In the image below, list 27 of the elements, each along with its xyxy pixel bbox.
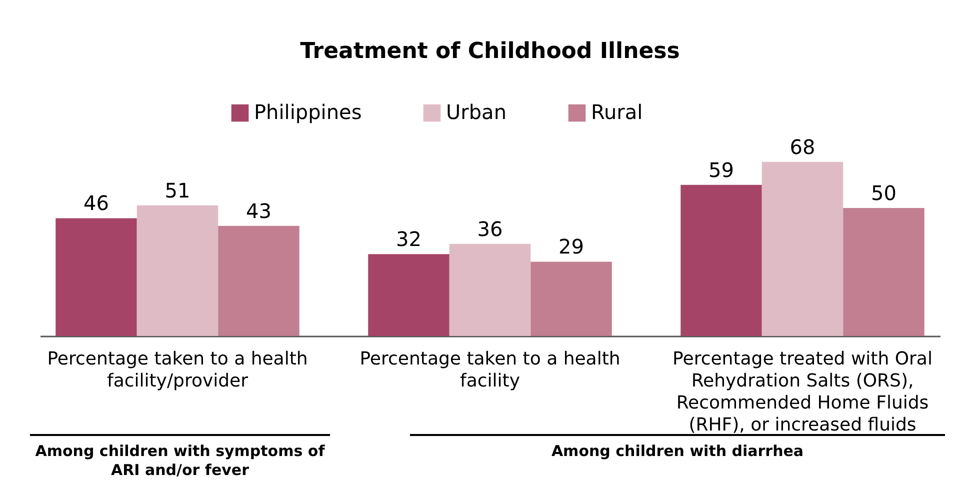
text: Among children with diarrhea	[410, 434, 945, 461]
chart-title: Treatment of Childhood Illness	[300, 39, 680, 64]
bar	[762, 162, 844, 336]
x-tick-label: Percentage taken to a health facility/provider	[47, 348, 308, 392]
data-label: 68	[790, 134, 816, 159]
bar	[368, 254, 450, 336]
legend-label: Urban	[446, 100, 506, 124]
bar	[449, 244, 531, 336]
bar	[843, 208, 924, 336]
data-label: 51	[164, 178, 190, 202]
data-label: 59	[708, 158, 734, 182]
data-label: 46	[84, 191, 109, 216]
data-label: 50	[871, 180, 896, 205]
data-label: 29	[558, 234, 584, 259]
bar	[530, 262, 612, 336]
data-label: 43	[246, 198, 272, 223]
legend-label: Philippines	[254, 100, 362, 124]
data-label: 36	[477, 216, 503, 241]
data-label: 32	[396, 227, 422, 252]
x-tick-label: Percentage taken to a health facility	[360, 348, 620, 392]
bar	[680, 184, 762, 336]
text: Among children with symptoms of ARI and/or fever	[30, 434, 330, 480]
x-tick-label: Percentage treated with Oral Rehydration Salts (ORS), Recommended Home Fluids (RHF), or increased fluids	[672, 348, 932, 436]
bar	[136, 205, 218, 336]
bar	[56, 218, 137, 336]
bar	[218, 226, 300, 336]
legend-label: Rural	[591, 100, 643, 124]
